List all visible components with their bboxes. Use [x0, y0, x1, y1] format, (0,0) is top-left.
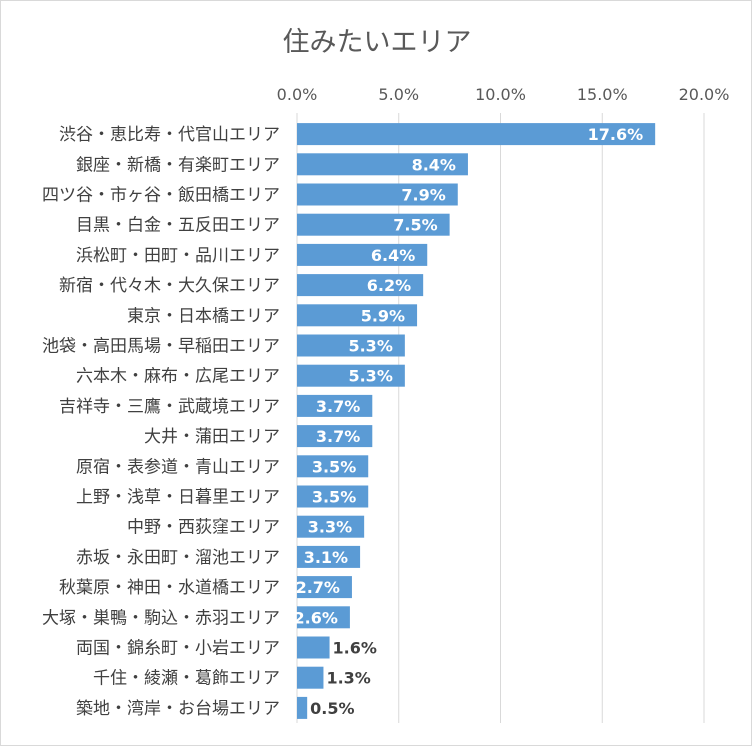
bar — [297, 183, 458, 206]
bar — [297, 666, 324, 689]
category-label: 新宿・代々木・大久保エリア — [59, 276, 280, 296]
bar — [297, 425, 373, 448]
data-label: 17.6% — [588, 125, 644, 144]
category-label: 築地・湾岸・お台場エリア — [76, 699, 280, 719]
bar — [297, 485, 369, 508]
data-label: 8.4% — [412, 155, 456, 174]
x-axis-ticks: 0.0% 5.0% 10.0% 15.0% 20.0% — [277, 85, 730, 104]
bar — [297, 576, 352, 599]
data-label: 7.9% — [401, 186, 445, 205]
bar — [297, 364, 405, 387]
data-label: 2.6% — [294, 608, 338, 627]
category-label: 東京・日本橋エリア — [127, 306, 280, 326]
bar — [297, 545, 361, 568]
data-label: 5.3% — [348, 337, 392, 356]
data-label: 7.5% — [393, 216, 437, 235]
bar — [297, 153, 468, 176]
bar — [297, 636, 330, 659]
data-label: 3.3% — [308, 518, 352, 537]
bar — [297, 274, 424, 297]
x-tick-label: 15.0% — [577, 85, 628, 104]
bar — [297, 394, 373, 417]
bar — [297, 334, 405, 357]
data-label: 3.5% — [312, 488, 356, 507]
data-label: 0.5% — [310, 699, 354, 718]
x-tick-label: 10.0% — [475, 85, 526, 104]
category-label: 両国・錦糸町・小岩エリア — [76, 639, 280, 659]
category-label: 銀座・新橋・有楽町エリア — [76, 155, 280, 175]
data-label: 2.7% — [296, 578, 340, 597]
data-label: 1.6% — [333, 639, 377, 658]
bar — [297, 696, 308, 719]
data-label: 3.7% — [316, 427, 360, 446]
category-label: 赤坂・永田町・溜池エリア — [76, 548, 280, 568]
bar — [297, 243, 428, 266]
bar — [297, 123, 656, 146]
data-label: 3.1% — [304, 548, 348, 567]
category-label: 浜松町・田町・品川エリア — [76, 246, 280, 266]
x-tick-label: 20.0% — [679, 85, 730, 104]
category-label: 秋葉原・神田・水道橋エリア — [59, 578, 280, 598]
category-label: 吉祥寺・三鷹・武蔵境エリア — [59, 396, 280, 417]
bar — [297, 213, 450, 236]
bar — [297, 304, 418, 327]
data-label: 5.9% — [361, 306, 405, 325]
data-label: 6.4% — [371, 246, 415, 265]
x-tick-label: 5.0% — [378, 85, 419, 104]
data-label: 1.3% — [326, 669, 370, 688]
category-label: 千住・綾瀬・葛飾エリア — [93, 669, 280, 689]
category-label: 渋谷・恵比寿・代官山エリア — [59, 125, 280, 145]
category-label: 中野・西荻窪エリア — [127, 518, 280, 538]
data-label: 3.5% — [312, 457, 356, 476]
category-label: 大塚・巣鴨・駒込・赤羽エリア — [42, 608, 280, 628]
bar — [297, 455, 369, 478]
category-label: 大井・蒲田エリア — [144, 427, 280, 447]
data-label: 3.7% — [316, 397, 360, 416]
category-label: 六本木・麻布・広尾エリア — [76, 367, 280, 387]
category-label: 目黒・白金・五反田エリア — [76, 216, 280, 236]
data-labels: 17.6% 8.4% 7.9% 7.5% 6.4% 6.2% 5.9% 5.3% 5.3% 3.7… — [294, 125, 644, 718]
category-label: 上野・浅草・日暮里エリア — [76, 488, 280, 508]
bars — [297, 123, 656, 719]
bar — [297, 606, 350, 629]
category-label: 池袋・高田馬場・早稲田エリア — [42, 337, 280, 357]
chart-title: 住みたいエリア — [283, 27, 472, 58]
bar — [297, 515, 365, 538]
category-label: 原宿・表参道・青山エリア — [76, 457, 280, 477]
data-label: 6.2% — [367, 276, 411, 295]
data-label: 5.3% — [348, 367, 392, 386]
y-axis-labels: 渋谷・恵比寿・代官山エリア銀座・新橋・有楽町エリア四ツ谷・市ヶ谷・飯田橋エリア目… — [42, 125, 280, 719]
x-tick-label: 0.0% — [277, 85, 318, 104]
category-label: 四ツ谷・市ヶ谷・飯田橋エリア — [42, 186, 280, 206]
